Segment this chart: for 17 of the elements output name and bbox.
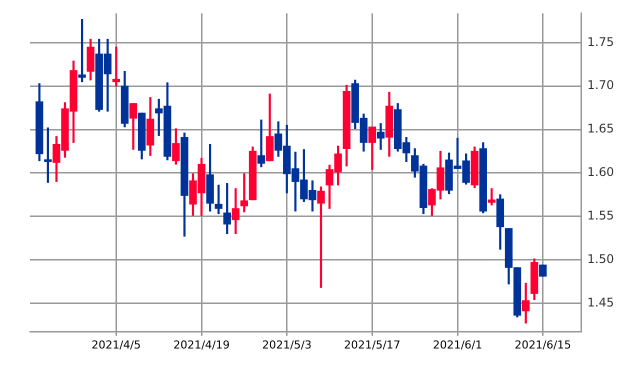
y-tick-label: 1.55 (587, 208, 614, 222)
x-tick-label: 2021/6/15 (514, 338, 572, 352)
x-tick-label: 2021/4/19 (173, 338, 230, 352)
y-tick-label: 1.75 (587, 34, 614, 49)
x-tick-label: 2021/5/17 (344, 338, 400, 352)
x-tick-label: 2021/4/5 (91, 338, 141, 352)
y-tick-label: 1.70 (587, 78, 614, 92)
candlestick (257, 120, 266, 168)
candlestick (112, 46, 120, 86)
y-tick-label: 1.65 (587, 122, 614, 136)
x-tick-label: 2021/5/3 (262, 338, 312, 352)
y-tick-label: 1.60 (587, 165, 614, 180)
candlestick (240, 173, 248, 212)
x-tick-label: 2021/6/1 (432, 338, 482, 352)
candlestick (488, 188, 496, 206)
y-tick-label: 1.50 (587, 252, 614, 266)
y-tick-label: 1.45 (587, 295, 614, 310)
